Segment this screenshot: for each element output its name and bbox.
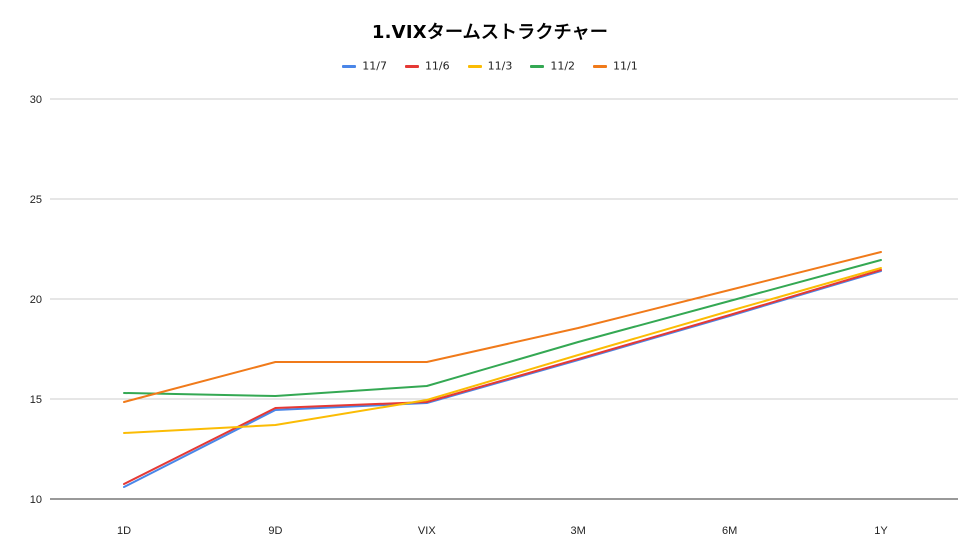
x-tick-label: 3M bbox=[571, 525, 586, 537]
y-tick-label: 10 bbox=[30, 494, 42, 506]
x-tick-label: 9D bbox=[268, 525, 282, 537]
legend-label: 11/6 bbox=[424, 59, 450, 73]
legend-swatch bbox=[404, 64, 419, 68]
y-tick-label: 30 bbox=[30, 94, 42, 106]
x-tick-label: 1D bbox=[117, 525, 131, 537]
y-tick-label: 15 bbox=[30, 394, 42, 406]
y-tick-label: 25 bbox=[30, 194, 42, 206]
series-line-11-6 bbox=[123, 269, 882, 485]
legend-label: 11/1 bbox=[613, 59, 638, 73]
legend-swatch bbox=[530, 64, 545, 68]
chart-title: 1.VIXタームストラクチャー bbox=[371, 22, 609, 43]
legend-item[interactable]: 11/1 bbox=[593, 59, 638, 73]
legend-label: 11/3 bbox=[487, 59, 513, 73]
legend-item[interactable]: 11/3 bbox=[467, 59, 513, 73]
chart-legend: 11/7 11/6 11/3 11/2 11/1 bbox=[0, 59, 980, 73]
y-tick-label: 20 bbox=[30, 294, 42, 306]
x-tick-label: VIX bbox=[418, 525, 436, 537]
series-line-11-2 bbox=[123, 259, 882, 397]
legend-swatch bbox=[342, 64, 357, 68]
legend-swatch bbox=[467, 64, 482, 68]
series-line-11-1 bbox=[123, 251, 882, 403]
legend-item[interactable]: 11/7 bbox=[342, 59, 387, 73]
legend-item[interactable]: 11/2 bbox=[530, 59, 575, 73]
legend-label: 11/2 bbox=[550, 59, 576, 73]
legend-label: 11/7 bbox=[362, 59, 387, 73]
legend-swatch bbox=[593, 64, 608, 68]
x-tick-label: 1Y bbox=[874, 525, 888, 537]
x-tick-label: 6M bbox=[722, 525, 737, 537]
series-line-11-3 bbox=[123, 267, 882, 434]
legend-item[interactable]: 11/6 bbox=[404, 59, 450, 73]
